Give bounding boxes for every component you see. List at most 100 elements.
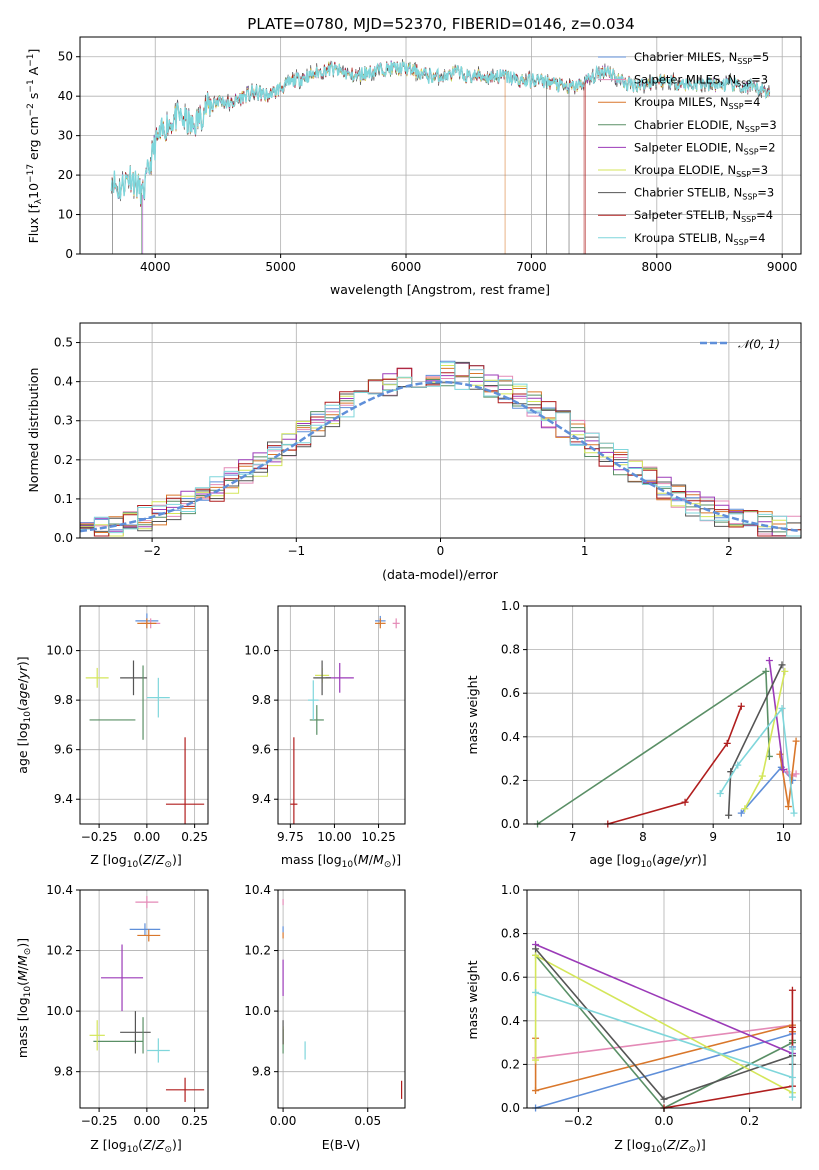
mass-ebv-ytick-label: 10.0 [244,1004,271,1018]
weight-age-ylabel: mass weight [465,675,480,754]
legend-entry: Salpeter STELIB, NSSP=4 [634,208,773,224]
residual-ytick-label: 0.1 [54,492,73,506]
weight-series-line [535,943,793,1055]
weight-z-xtick-label: 0.0 [654,1114,673,1128]
residual-panel: −2 −1 0 1 2 0.0 0.1 0.2 0.3 0.4 0.5 (data-model)/e… [26,322,802,582]
spectrum-ticks: 4000 5000 6000 7000 8000 9000 0 10 20 30 40 50 [58,50,798,274]
age-z-ytick-label: 9.4 [54,792,73,806]
weight-series-line [727,664,783,816]
mass-z-ytick-label: 10.0 [46,1004,73,1018]
weight-point-marker [781,667,789,675]
spectrum-xtick-label: 4000 [140,260,171,274]
weight-point-marker [788,1045,796,1053]
weight-point-marker [788,986,796,994]
residual-xtick-label: 2 [725,544,733,558]
weight-point-marker [776,750,784,758]
spectrum-lines [110,59,771,254]
mass-z-ytick-label: 9.8 [54,1065,73,1079]
residual-ytick-label: 0.0 [54,531,73,545]
weight-point-marker [788,1073,796,1081]
weight-z-data [532,941,796,1112]
spectrum-ytick-label: 50 [58,50,73,64]
residual-ylabel: Normed distribution [26,368,41,493]
residual-xtick-label: −2 [143,544,161,558]
spectrum-ytick-label: 20 [58,168,73,182]
mass-z-panel: −0.25 0.00 0.25 9.8 10.0 10.2 10.4 [46,883,209,1128]
age-mass-xtick-label: 10.25 [361,830,395,844]
mass-ebv-ytick-label: 9.8 [252,1065,271,1079]
weight-series-line [744,671,786,810]
age-mass-ytick-label: 9.4 [252,792,271,806]
legend-entry: Kroupa STELIB, NSSP=4 [634,231,765,247]
residual-xtick-label: −1 [287,544,305,558]
age-z-ytick-label: 10.0 [46,644,73,658]
weight-z-panel: −0.2 0.0 0.2 0.0 0.2 0.4 0.6 0.8 1.0 [501,883,802,1128]
mass-z-data [89,896,205,1102]
residual-xlabel: (data-model)/error [382,567,499,582]
weight-point-marker [660,1095,668,1103]
spectrum-ytick-label: 40 [58,89,73,103]
spectrum-ytick-label: 30 [58,129,73,143]
residual-ytick-label: 0.3 [54,414,73,428]
weight-z-ytick-label: 0.2 [501,1057,520,1071]
mass-ebv-ytick-label: 10.4 [244,883,271,897]
residual-ytick-label: 0.4 [54,375,73,389]
weight-z-ytick-label: 0.6 [501,970,520,984]
mass-ebv-data [282,899,403,1099]
residual-ytick-label: 0.5 [54,336,73,350]
mass-ebv-ytick-label: 10.2 [244,944,271,958]
weight-z-xtick-label: −0.2 [564,1114,593,1128]
weight-series-line [607,706,743,825]
age-mass-panel: 9.75 10.00 10.25 9.4 9.6 9.8 10.0 [244,605,406,844]
weight-point-marker [758,772,766,780]
weight-age-ytick-label: 0.6 [501,686,520,700]
spectrum-xtick-label: 9000 [767,260,798,274]
age-mass-ytick-label: 9.8 [252,693,271,707]
weight-z-ticks: −0.2 0.0 0.2 0.0 0.2 0.4 0.6 0.8 1.0 [501,883,759,1128]
spectrum-xlabel: wavelength [Angstrom, rest frame] [330,282,550,297]
spectrum-legend: Chabrier MILES, NSSP=5 Salpeter MILES, NS… [598,50,777,247]
weight-age-xtick-label: 9 [709,830,717,844]
weight-point-marker [532,945,540,953]
age-z-xlabel: Z [log10(Z/Z⊙)] [90,852,182,870]
weight-age-frame [526,605,802,825]
mass-z-xtick-label: −0.25 [81,1114,118,1128]
age-z-grid [80,606,208,824]
age-z-xtick-label: 0.25 [181,830,208,844]
age-mass-ytick-label: 9.6 [252,743,271,757]
weight-z-ytick-label: 0.0 [501,1101,520,1115]
spectrum-ytick-label: 10 [58,208,73,222]
weight-point-marker [778,704,786,712]
spectrum-xtick-label: 8000 [642,260,673,274]
age-mass-xtick-label: 10.00 [317,830,351,844]
weight-age-ytick-label: 0.0 [501,817,520,831]
mass-z-ytick-label: 10.2 [46,944,73,958]
spectrum-ytick-label: 0 [65,247,73,261]
weight-point-marker [737,702,745,710]
weight-age-xlabel: age [log10(age/yr)] [589,852,706,870]
normal-legend-label: 𝒩(0, 1) [738,337,780,351]
mass-z-ticks: −0.25 0.00 0.25 9.8 10.0 10.2 10.4 [46,883,208,1128]
weight-age-ytick-label: 0.8 [501,643,520,657]
mass-z-grid [80,889,208,1108]
weight-point-marker [532,951,540,959]
weight-z-ytick-label: 0.8 [501,927,520,941]
weight-point-marker [792,737,800,745]
weight-point-marker [734,761,742,769]
normal-curve [79,380,802,533]
spectrum-xtick-label: 5000 [265,260,296,274]
mass-z-xlabel: Z [log10(Z/Z⊙)] [90,1137,182,1155]
figure-title: PLATE=0780, MJD=52370, FIBERID=0146, z=0… [247,15,634,33]
weight-point-marker [681,798,689,806]
weight-age-ticks: 7 8 9 10 0.0 0.2 0.4 0.6 0.8 1.0 [501,599,791,844]
mass-z-xtick-label: 0.25 [181,1114,208,1128]
legend-entry: Kroupa ELODIE, NSSP=3 [634,163,768,179]
residual-xtick-label: 0 [437,544,445,558]
weight-point-marker [716,789,724,797]
weight-z-xlabel: Z [log10(Z/Z⊙)] [614,1137,706,1155]
weight-series-line [719,706,795,814]
mass-ebv-frame [277,889,406,1109]
weight-point-marker [792,770,800,778]
residual-legend: 𝒩(0, 1) [700,337,780,351]
